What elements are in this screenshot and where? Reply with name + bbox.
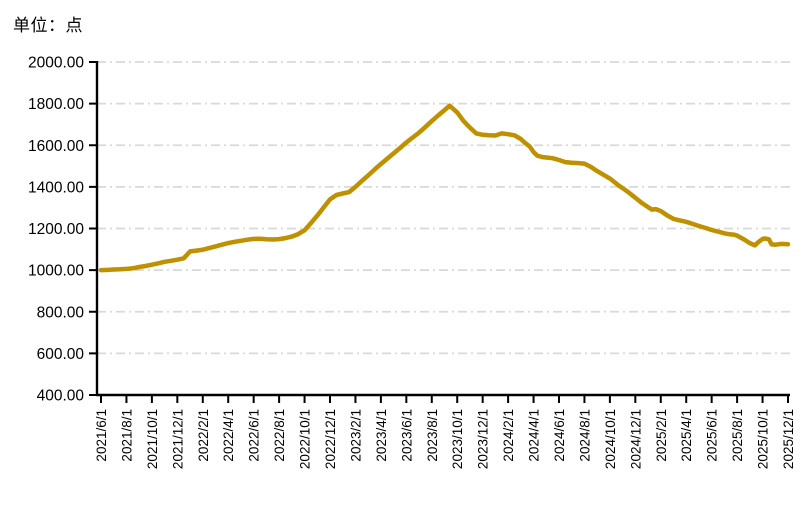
x-tick-label: 2023/2/1: [348, 409, 363, 462]
x-tick-label: 2022/10/1: [298, 409, 313, 469]
x-tick-label: 2022/12/1: [323, 409, 338, 469]
x-tick-label: 2021/10/1: [145, 409, 160, 469]
x-tick-label: 2023/12/1: [476, 409, 491, 469]
x-tick-label: 2021/6/1: [94, 409, 109, 462]
y-tick-label: 600.00: [37, 346, 85, 363]
x-tick-label: 2023/6/1: [399, 409, 414, 462]
x-tick-label: 2022/2/1: [196, 409, 211, 462]
x-tick-label: 2025/8/1: [730, 409, 745, 462]
y-tick-label: 1200.00: [28, 221, 84, 238]
x-tick-label: 2023/10/1: [450, 409, 465, 469]
x-tick-label: 2022/4/1: [221, 409, 236, 462]
x-tick-label: 2025/12/1: [781, 409, 796, 469]
y-tick-label: 800.00: [37, 304, 85, 321]
chart-unit-label: 单位：点: [13, 16, 83, 35]
x-tick-label: 2025/4/1: [679, 409, 694, 462]
x-tick-label: 2024/12/1: [628, 409, 643, 469]
x-tick-label: 2022/6/1: [247, 409, 262, 462]
x-tick-label: 2024/2/1: [501, 409, 516, 462]
y-tick-label: 400.00: [37, 388, 85, 405]
y-tick-label: 1000.00: [28, 263, 84, 280]
x-tick-label: 2021/12/1: [170, 409, 185, 469]
x-tick-label: 2024/4/1: [527, 409, 542, 462]
x-tick-label: 2024/6/1: [552, 409, 567, 462]
x-tick-label: 2021/8/1: [119, 409, 134, 462]
x-tick-label: 2023/4/1: [374, 409, 389, 462]
x-tick-label: 2024/10/1: [603, 409, 618, 469]
x-tick-label: 2025/6/1: [705, 409, 720, 462]
y-tick-label: 1800.00: [28, 96, 84, 113]
x-tick-label: 2022/8/1: [272, 409, 287, 462]
y-tick-label: 2000.00: [28, 55, 84, 72]
x-tick-label: 2024/8/1: [577, 409, 592, 462]
y-tick-label: 1400.00: [28, 179, 84, 196]
x-tick-label: 2023/8/1: [425, 409, 440, 462]
x-tick-label: 2025/2/1: [654, 409, 669, 462]
y-tick-label: 1600.00: [28, 138, 84, 155]
x-tick-label: 2025/10/1: [756, 409, 771, 469]
data-series-line: [98, 103, 791, 273]
